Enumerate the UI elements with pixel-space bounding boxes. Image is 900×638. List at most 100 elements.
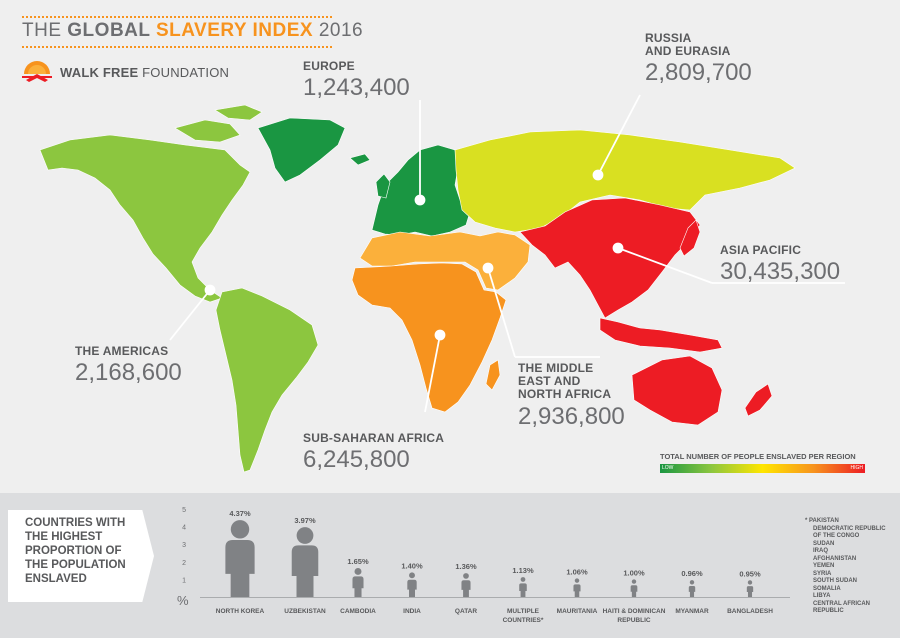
category-label: COUNTRIES* [503, 617, 544, 624]
category-label: REPUBLIC [617, 617, 651, 624]
region-europe: EUROPE 1,243,400 [303, 59, 410, 102]
region-value: 1,243,400 [303, 74, 410, 102]
value-label: 1.40% [401, 561, 423, 570]
note-line: LIBYA [813, 593, 831, 599]
multiple-countries-note: * PAKISTAN DEMOCRATIC REPUBLIC OF THE CONG… [805, 518, 890, 616]
region-value: 30,435,300 [720, 258, 841, 286]
region-name-line: RUSSIA [645, 31, 692, 45]
person-bar [225, 520, 255, 597]
indonesia [599, 317, 723, 353]
category-label: CAMBODIA [340, 608, 376, 615]
note-line: SUDAN [813, 540, 835, 547]
region-name-line: EAST AND [518, 374, 581, 389]
region-sub-saharan-africa: SUB-SAHARAN AFRICA 6,245,800 [303, 431, 445, 474]
arctic-islands [174, 104, 263, 143]
legend-title: TOTAL NUMBER OF PEOPLE ENSLAVED PER REGI… [660, 452, 856, 461]
region-value: 2,936,800 [518, 402, 625, 430]
note-line: OF THE CONGO [813, 533, 860, 539]
y-axis-label: % [177, 593, 189, 608]
uk-iceland [349, 153, 391, 199]
region-name-line: NORTH AFRICA [518, 387, 612, 402]
category-label: INDIA [403, 608, 421, 615]
value-label: 4.37% [229, 509, 251, 518]
americas-north [39, 134, 251, 303]
title-bottom-rule [22, 46, 332, 48]
category-label: MULTIPLE [507, 608, 540, 615]
region-value: 2,168,600 [75, 359, 182, 387]
note-line: SOUTH SUDAN [813, 578, 858, 584]
americas-south [215, 287, 319, 473]
person-bar [352, 567, 364, 597]
value-label: 1.36% [455, 562, 477, 571]
note-line: SYRIA [813, 570, 832, 577]
europe-land [371, 144, 471, 237]
region-name: ASIA PACIFIC [720, 243, 802, 257]
person-bar [688, 580, 696, 597]
madagascar [485, 359, 501, 391]
person-bar [407, 572, 417, 597]
logo-wordmark: WALK FREE FOUNDATION [60, 64, 230, 80]
region-asia-pacific: ASIA PACIFIC 30,435,300 [720, 243, 841, 286]
region-name: SUB-SAHARAN AFRICA [303, 431, 445, 445]
region-value: 6,245,800 [303, 446, 410, 474]
person-bar [573, 578, 581, 597]
category-label: BANGLADESH [727, 608, 773, 615]
category-label: MYANMAR [675, 608, 709, 615]
sunrise-logo-icon [22, 61, 52, 82]
category-label: HAITI & DOMINICAN [603, 608, 666, 615]
note-line: IRAQ [813, 548, 828, 554]
value-label: 1.00% [623, 568, 645, 577]
color-legend: TOTAL NUMBER OF PEOPLE ENSLAVED PER REGI… [660, 452, 865, 473]
region-russia-eurasia: RUSSIA AND EURASIA 2,809,700 [645, 31, 752, 87]
value-label: 1.65% [347, 557, 369, 566]
note-line: AFGHANISTAN [813, 555, 857, 562]
region-name-line: THE MIDDLE [518, 361, 594, 375]
value-label: 1.06% [566, 567, 588, 576]
region-value: 2,809,700 [645, 59, 752, 87]
note-line: CENTRAL AFRICAN [813, 600, 870, 607]
value-label: 3.97% [294, 516, 316, 525]
y-tick-label: 1 [182, 577, 186, 584]
asia-pacific-land [519, 197, 701, 319]
new-zealand [744, 383, 773, 417]
category-label: UZBEKISTAN [284, 608, 326, 615]
australia [631, 355, 723, 426]
mena-land [359, 231, 531, 291]
legend-gradient-bar: LOW HIGH [660, 464, 865, 473]
y-tick-label: 4 [182, 525, 186, 532]
person-bar [291, 527, 319, 597]
bottom-label: COUNTRIES WITH THE HIGHEST PROPORTION OF… [25, 517, 126, 586]
greenland [257, 117, 346, 183]
legend-low-label: LOW [662, 465, 674, 471]
value-label: 1.13% [512, 566, 534, 575]
walk-free-logo: WALK FREE FOUNDATION [22, 60, 229, 84]
category-label: QATAR [455, 608, 477, 615]
person-bar [461, 573, 471, 597]
world-map [39, 94, 845, 473]
note-line: YEMEN [813, 563, 835, 569]
value-label: 0.95% [739, 569, 761, 578]
legend-high-label: HIGH [850, 465, 864, 471]
region-americas: THE AMERICAS 2,168,600 [75, 344, 182, 387]
y-tick-label: 5 [182, 507, 186, 514]
note-line: SOMALIA [813, 585, 841, 592]
person-bar [746, 580, 754, 597]
japan [679, 219, 701, 257]
region-name-line: AND EURASIA [645, 44, 731, 59]
region-middle-east-north-africa: THE MIDDLE EAST AND NORTH AFRICA 2,936,8… [518, 361, 625, 430]
title-top-rule [22, 16, 332, 18]
region-name: THE AMERICAS [75, 344, 169, 358]
proportion-chart: 1 2 3 4 5% 4.37% NORTH KOREA 3.97% UZBEKISTAN 1.6… [177, 507, 790, 624]
y-tick-label: 3 [182, 542, 186, 549]
region-name: EUROPE [303, 59, 355, 73]
note-line: DEMOCRATIC REPUBLIC [813, 525, 886, 532]
y-tick-label: 2 [182, 560, 186, 567]
bottom-label-arrow [8, 510, 154, 602]
category-label: MAURITANIA [557, 608, 598, 615]
person-bar [630, 579, 638, 597]
note-line: * PAKISTAN [805, 518, 839, 524]
person-bar [519, 577, 527, 597]
page-title: THE GLOBAL SLAVERY INDEX 2016 [22, 20, 364, 41]
note-line: REPUBLIC [813, 608, 844, 614]
category-label: NORTH KOREA [216, 608, 265, 615]
